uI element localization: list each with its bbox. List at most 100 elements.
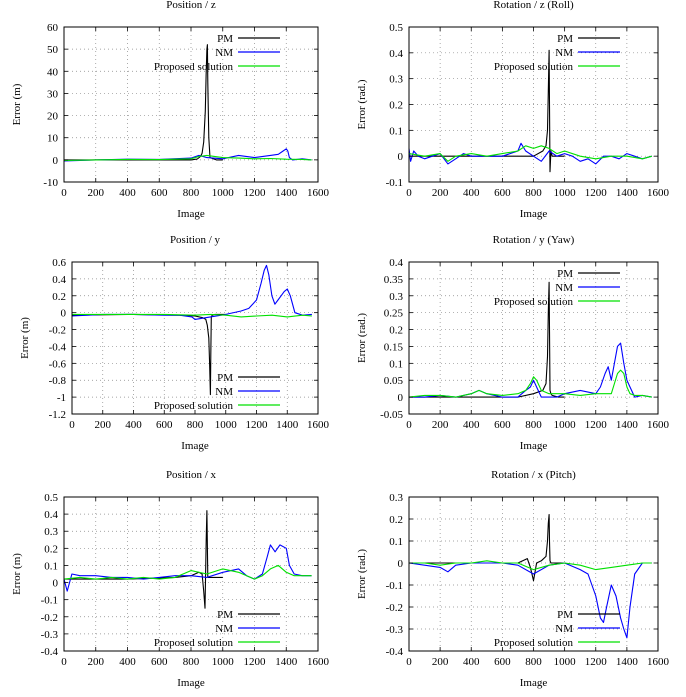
x-tick-label: 0 <box>61 187 67 199</box>
series-line-proposed-solution <box>72 313 312 318</box>
y-axis-label: Error (m) <box>11 83 23 125</box>
x-tick-label: 800 <box>183 656 200 668</box>
series-line-pm <box>409 514 565 582</box>
y-tick-label: 0.5 <box>44 492 58 504</box>
y-tick-label: 0.6 <box>52 257 66 269</box>
x-tick-label: 600 <box>156 419 173 431</box>
x-tick-label: 1400 <box>616 656 639 668</box>
y-tick-label: -0.2 <box>386 602 403 614</box>
y-tick-label: 0 <box>398 558 404 570</box>
x-tick-label: 1400 <box>275 656 298 668</box>
series-line-pm <box>64 510 223 609</box>
x-tick-label: 200 <box>88 656 105 668</box>
x-tick-label: 1200 <box>585 656 608 668</box>
x-tick-label: 1200 <box>244 656 267 668</box>
y-tick-label: 0.4 <box>52 274 66 286</box>
x-tick-label: 200 <box>432 419 449 431</box>
x-axis-label: Image <box>181 440 209 452</box>
y-axis-label: Error (rad.) <box>356 79 368 129</box>
chart-panel-3: 0 200 400 600 800 1000 1200 1400 1600 -1.2 -1 -0.8 -… <box>19 234 330 452</box>
x-tick-label: 1400 <box>616 187 639 199</box>
chart-title: Rotation / z (Roll) <box>493 0 574 11</box>
chart-title: Position / x <box>166 469 217 481</box>
x-tick-label: 800 <box>525 419 542 431</box>
legend-label: NM <box>555 282 573 294</box>
y-tick-label: 50 <box>47 44 59 56</box>
x-axis-label: Image <box>177 677 205 689</box>
series-line-nm <box>63 544 312 592</box>
y-tick-label: 30 <box>47 88 59 100</box>
x-tick-label: 1600 <box>647 419 670 431</box>
series-line-proposed-solution <box>408 145 652 162</box>
legend-label: PM <box>217 372 233 384</box>
legend-label: NM <box>555 47 573 59</box>
series-line-nm <box>408 142 652 165</box>
series-line-proposed-solution <box>63 564 312 580</box>
y-tick-label: 0.3 <box>44 526 58 538</box>
legend-label: PM <box>557 33 573 45</box>
series-line-proposed-solution <box>409 560 652 571</box>
series-line-nm <box>409 342 652 398</box>
y-tick-label: 40 <box>47 66 59 78</box>
series-line-nm <box>408 562 652 639</box>
chart-title: Position / y <box>170 234 221 246</box>
y-tick-label: 0.1 <box>44 560 58 572</box>
x-tick-label: 0 <box>61 656 67 668</box>
chart-panel-1: 0 200 400 600 800 1000 1200 1400 1600-1001020304… <box>11 0 330 220</box>
x-tick-label: 600 <box>151 187 168 199</box>
x-tick-label: 0 <box>406 419 412 431</box>
y-tick-label: 0.4 <box>389 48 403 60</box>
series-line-pm <box>71 313 226 396</box>
x-axis-label: Image <box>177 208 205 220</box>
legend-label: NM <box>555 623 573 635</box>
y-tick-label: 0.05 <box>384 375 404 387</box>
x-tick-label: 800 <box>525 656 542 668</box>
x-tick-label: 1200 <box>244 187 267 199</box>
y-tick-label: 0.1 <box>389 536 403 548</box>
x-tick-label: 800 <box>525 187 542 199</box>
y-tick-label: -0.1 <box>386 580 403 592</box>
y-tick-label: 60 <box>47 22 59 34</box>
y-tick-label: -1 <box>57 392 66 404</box>
y-tick-label: 0.2 <box>389 325 403 337</box>
y-tick-label: 0.2 <box>389 514 403 526</box>
x-tick-label: 1400 <box>616 419 639 431</box>
y-tick-label: -0.2 <box>49 325 66 337</box>
y-tick-label: -0.4 <box>41 646 59 658</box>
x-tick-label: 1400 <box>275 187 298 199</box>
y-tick-label: 10 <box>47 133 59 145</box>
series-line-nm <box>71 264 312 320</box>
chart-title: Rotation / y (Yaw) <box>493 234 575 246</box>
chart-panel-4: 0 200 400 600 800 1000 1200 1400 1600-0.0500.050… <box>356 234 670 452</box>
x-tick-label: 1400 <box>276 419 299 431</box>
x-axis-label: Image <box>520 208 548 220</box>
legend-label: Proposed solution <box>494 61 574 73</box>
y-tick-label: -10 <box>43 177 58 189</box>
y-tick-label: 0 <box>398 151 404 163</box>
legend-label: NM <box>215 47 233 59</box>
x-tick-label: 1200 <box>246 419 269 431</box>
x-tick-label: 1600 <box>647 187 670 199</box>
y-tick-label: 0.4 <box>44 509 58 521</box>
y-axis-label: Error (rad.) <box>356 549 368 599</box>
x-tick-label: 600 <box>494 187 511 199</box>
y-tick-label: -0.6 <box>49 358 67 370</box>
legend-label: Proposed solution <box>494 296 574 308</box>
x-tick-label: 1600 <box>647 656 670 668</box>
x-tick-label: 600 <box>151 656 168 668</box>
series-line-proposed-solution <box>63 154 312 162</box>
x-tick-label: 600 <box>494 656 511 668</box>
y-axis-label: Error (rad.) <box>356 313 368 363</box>
y-tick-label: -0.4 <box>386 646 404 658</box>
y-tick-label: 0.5 <box>389 22 403 34</box>
x-tick-label: 400 <box>119 187 136 199</box>
x-tick-label: 1200 <box>585 419 608 431</box>
y-tick-label: -1.2 <box>49 409 66 421</box>
x-tick-label: 1000 <box>215 419 238 431</box>
x-tick-label: 800 <box>187 419 204 431</box>
x-tick-label: 1000 <box>212 187 235 199</box>
y-tick-label: 0 <box>398 392 404 404</box>
y-tick-label: -0.4 <box>49 341 67 353</box>
series-line-pm <box>409 49 565 173</box>
